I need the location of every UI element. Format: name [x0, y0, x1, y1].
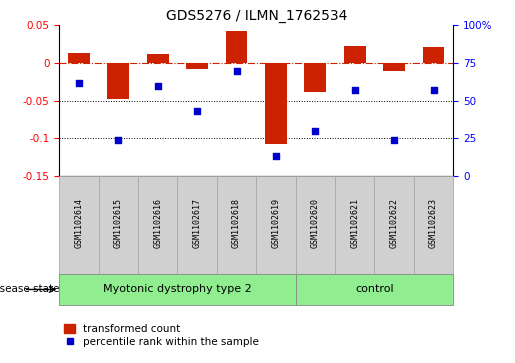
Point	[430, 87, 438, 93]
Point	[153, 83, 162, 89]
Legend: transformed count, percentile rank within the sample: transformed count, percentile rank withi…	[64, 324, 259, 347]
Bar	[374, 176, 414, 274]
Bar	[344, 46, 366, 63]
Bar	[147, 54, 168, 63]
Text: GSM1102623: GSM1102623	[429, 198, 438, 248]
Text: GSM1102621: GSM1102621	[350, 198, 359, 248]
Bar	[296, 176, 335, 274]
Title: GDS5276 / ILMN_1762534: GDS5276 / ILMN_1762534	[165, 9, 347, 23]
Text: GSM1102622: GSM1102622	[390, 198, 399, 248]
Bar	[217, 176, 256, 274]
Bar	[186, 63, 208, 69]
Text: GSM1102616: GSM1102616	[153, 198, 162, 248]
Point	[272, 154, 280, 159]
Text: GSM1102619: GSM1102619	[271, 198, 280, 248]
Bar	[108, 63, 129, 99]
Point	[311, 128, 319, 134]
Point	[390, 137, 398, 143]
Point	[114, 137, 123, 143]
Point	[351, 87, 359, 93]
Bar	[423, 46, 444, 63]
Text: GSM1102620: GSM1102620	[311, 198, 320, 248]
Bar	[177, 176, 217, 274]
Text: disease state: disease state	[0, 285, 59, 294]
Text: GSM1102617: GSM1102617	[193, 198, 201, 248]
Bar	[59, 274, 296, 305]
Bar	[414, 176, 453, 274]
Point	[193, 109, 201, 114]
Bar	[99, 176, 138, 274]
Bar	[304, 63, 326, 92]
Bar	[59, 176, 99, 274]
Bar	[138, 176, 177, 274]
Bar	[296, 274, 453, 305]
Text: GSM1102614: GSM1102614	[75, 198, 83, 248]
Text: Myotonic dystrophy type 2: Myotonic dystrophy type 2	[103, 285, 252, 294]
Bar	[256, 176, 296, 274]
Point	[75, 80, 83, 86]
Bar	[335, 176, 374, 274]
Bar	[68, 53, 90, 63]
Text: GSM1102615: GSM1102615	[114, 198, 123, 248]
Bar	[226, 32, 247, 63]
Point	[232, 68, 241, 73]
Text: GSM1102618: GSM1102618	[232, 198, 241, 248]
Text: control: control	[355, 285, 393, 294]
Bar	[383, 63, 405, 70]
Bar	[265, 63, 287, 144]
